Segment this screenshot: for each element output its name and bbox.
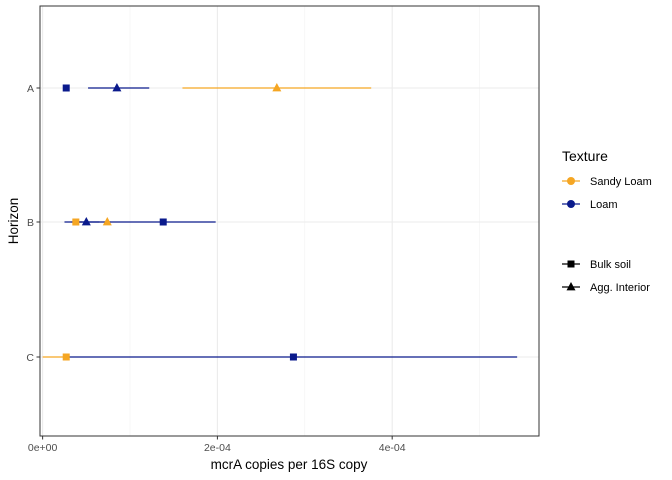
y-tick-label: C xyxy=(26,352,34,364)
x-tick-label: 4e-04 xyxy=(379,442,406,454)
data-layer xyxy=(42,82,518,361)
plot-border xyxy=(39,5,540,437)
data-point-triangle xyxy=(272,82,282,92)
plot-background xyxy=(40,6,539,436)
legend-label: Loam xyxy=(590,199,618,211)
legend-key-triangle xyxy=(566,281,576,291)
legend-label: Bulk soil xyxy=(590,259,631,271)
legend-key-circle xyxy=(567,200,575,208)
x-axis-title: mcrA copies per 16S copy xyxy=(211,457,368,472)
data-point-square xyxy=(62,353,70,361)
legend-label: Agg. Interior xyxy=(590,282,650,294)
data-point-square xyxy=(159,218,167,226)
axes: 0e+00 2e-04 4e-04 A B C xyxy=(26,83,405,454)
legend-key-square xyxy=(567,260,575,268)
data-point-triangle xyxy=(112,82,122,92)
legend-label: Sandy Loam xyxy=(590,176,652,188)
data-point-square xyxy=(72,218,80,226)
data-point-triangle xyxy=(102,216,112,226)
x-tick-label: 0e+00 xyxy=(28,442,58,454)
texture-legend-title: Texture xyxy=(562,148,608,164)
data-point-square xyxy=(289,353,297,361)
legend-key-circle xyxy=(567,177,575,185)
y-tick-label: B xyxy=(27,217,34,229)
data-point-triangle xyxy=(81,216,91,226)
y-axis-title: Horizon xyxy=(6,198,21,245)
data-point-square xyxy=(62,84,70,92)
y-tick-label: A xyxy=(27,83,34,95)
legend: Texture Sandy Loam Loam Bulk soil Agg. Inte… xyxy=(562,148,652,294)
x-tick-label: 2e-04 xyxy=(204,442,231,454)
